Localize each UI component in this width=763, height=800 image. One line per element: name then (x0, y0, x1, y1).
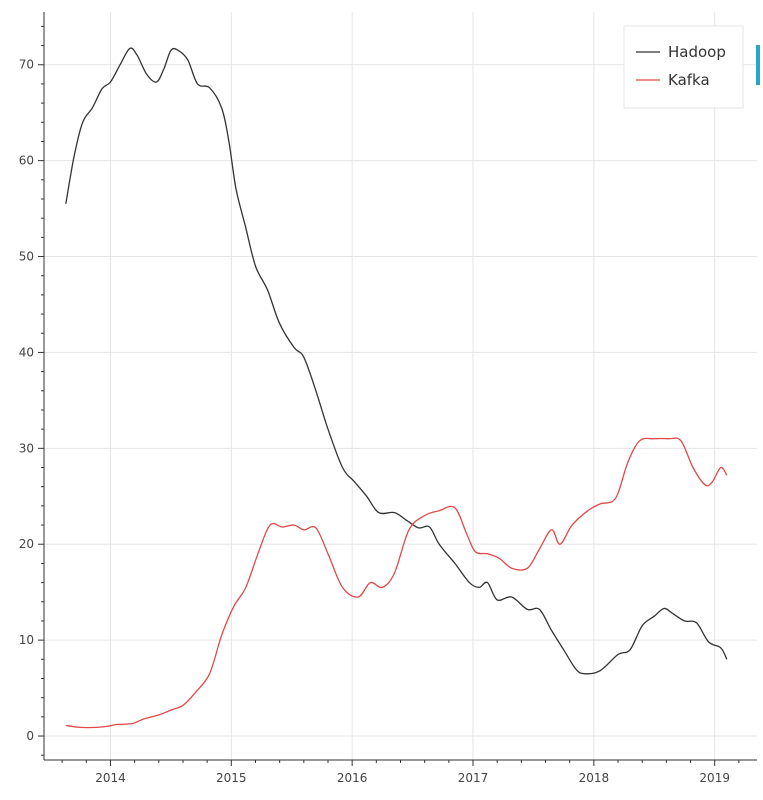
legend-label-hadoop: Hadoop (668, 43, 726, 61)
axes (43, 12, 757, 761)
toolbar-indicator[interactable] (756, 45, 760, 85)
y-tick-label: 0 (26, 729, 34, 743)
y-tick-label: 30 (19, 441, 34, 455)
x-tick-label: 2016 (337, 771, 368, 785)
x-tick-label: 2014 (95, 771, 126, 785)
y-tick-label: 60 (19, 154, 34, 168)
legend-label-kafka: Kafka (668, 71, 710, 89)
y-tick-label: 40 (19, 345, 34, 359)
kafka-series-line (65, 437, 728, 729)
x-tick-label: 2019 (699, 771, 730, 785)
series-layer (65, 47, 728, 729)
legend: Hadoop Kafka (623, 25, 744, 109)
y-tick-label: 50 (19, 250, 34, 264)
x-tick-label: 2015 (216, 771, 247, 785)
y-tick-label: 70 (19, 58, 34, 72)
ticks: 0 10 20 30 40 50 60 70 2014 2015 2016 2017 2018 2019 (19, 25, 740, 785)
x-tick-label: 2017 (458, 771, 489, 785)
hadoop-series-line (65, 47, 728, 675)
legend-box (623, 25, 744, 109)
y-tick-label: 20 (19, 537, 34, 551)
x-tick-label: 2018 (579, 771, 610, 785)
grid (44, 12, 757, 760)
y-tick-label: 10 (19, 633, 34, 647)
